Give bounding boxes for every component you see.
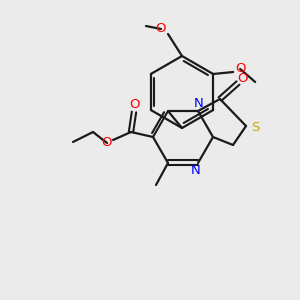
Text: N: N [194, 97, 204, 110]
Text: O: O [156, 22, 166, 35]
Text: O: O [102, 136, 112, 149]
Text: O: O [235, 62, 245, 76]
Text: O: O [130, 98, 140, 112]
Text: S: S [251, 121, 259, 134]
Text: N: N [191, 164, 201, 178]
Text: O: O [238, 71, 248, 85]
